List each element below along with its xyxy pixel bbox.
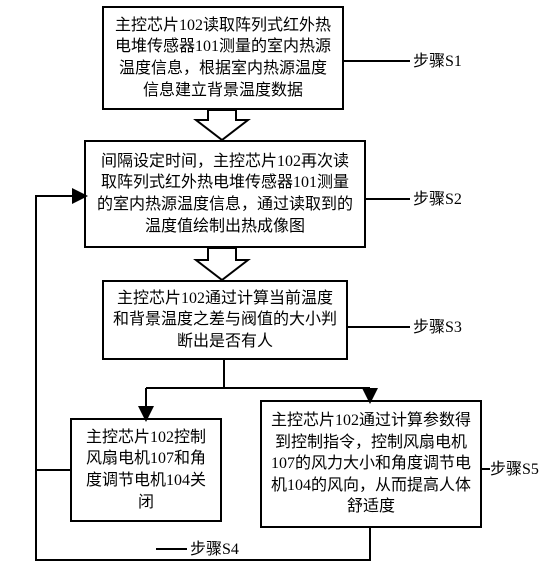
step-s3-text: 主控芯片102通过计算当前温度和背景温度之差与阀值的大小判断出是否有人 — [112, 288, 338, 353]
label-s1: 步骤S1 — [413, 52, 462, 71]
step-s4-box: 主控芯片102控制风扇电机107和角度调节电机104关闭 — [70, 418, 222, 522]
label-s5: 步骤S5 — [490, 460, 539, 479]
leader-s3 — [348, 326, 410, 328]
leader-s1 — [344, 60, 410, 62]
step-s2-text: 间隔设定时间，主控芯片102再次读取阵列式红外热电堆传感器101测量的室内热源温… — [94, 151, 356, 237]
label-s3-text: 步骤S3 — [413, 319, 462, 336]
label-s2-text: 步骤S2 — [413, 191, 462, 208]
step-s3-box: 主控芯片102通过计算当前温度和背景温度之差与阀值的大小判断出是否有人 — [102, 280, 348, 360]
step-s4-text: 主控芯片102控制风扇电机107和角度调节电机104关闭 — [80, 427, 212, 513]
arrow-s1-s2 — [196, 110, 248, 140]
step-s1-box: 主控芯片102读取阵列式红外热电堆传感器101测量的室内热源温度信息，根据室内热… — [102, 6, 344, 110]
arrow-s2-s3 — [196, 248, 248, 280]
label-s5-text: 步骤S5 — [490, 461, 539, 478]
step-s5-text: 主控芯片102通过计算参数得到控制指令，控制风扇电机107的风力大小和角度调节电… — [270, 410, 472, 518]
label-s4: 步骤S4 — [190, 540, 239, 559]
step-s2-box: 间隔设定时间，主控芯片102再次读取阵列式红外热电堆传感器101测量的室内热源温… — [84, 140, 366, 248]
label-s3: 步骤S3 — [413, 318, 462, 337]
leader-s5 — [482, 468, 490, 470]
leader-s4 — [156, 548, 187, 550]
label-s2: 步骤S2 — [413, 190, 462, 209]
label-s4-text: 步骤S4 — [190, 541, 239, 558]
leader-s2 — [366, 198, 410, 200]
step-s5-box: 主控芯片102通过计算参数得到控制指令，控制风扇电机107的风力大小和角度调节电… — [260, 400, 482, 528]
step-s1-text: 主控芯片102读取阵列式红外热电堆传感器101测量的室内热源温度信息，根据室内热… — [112, 15, 334, 101]
label-s1-text: 步骤S1 — [413, 53, 462, 70]
